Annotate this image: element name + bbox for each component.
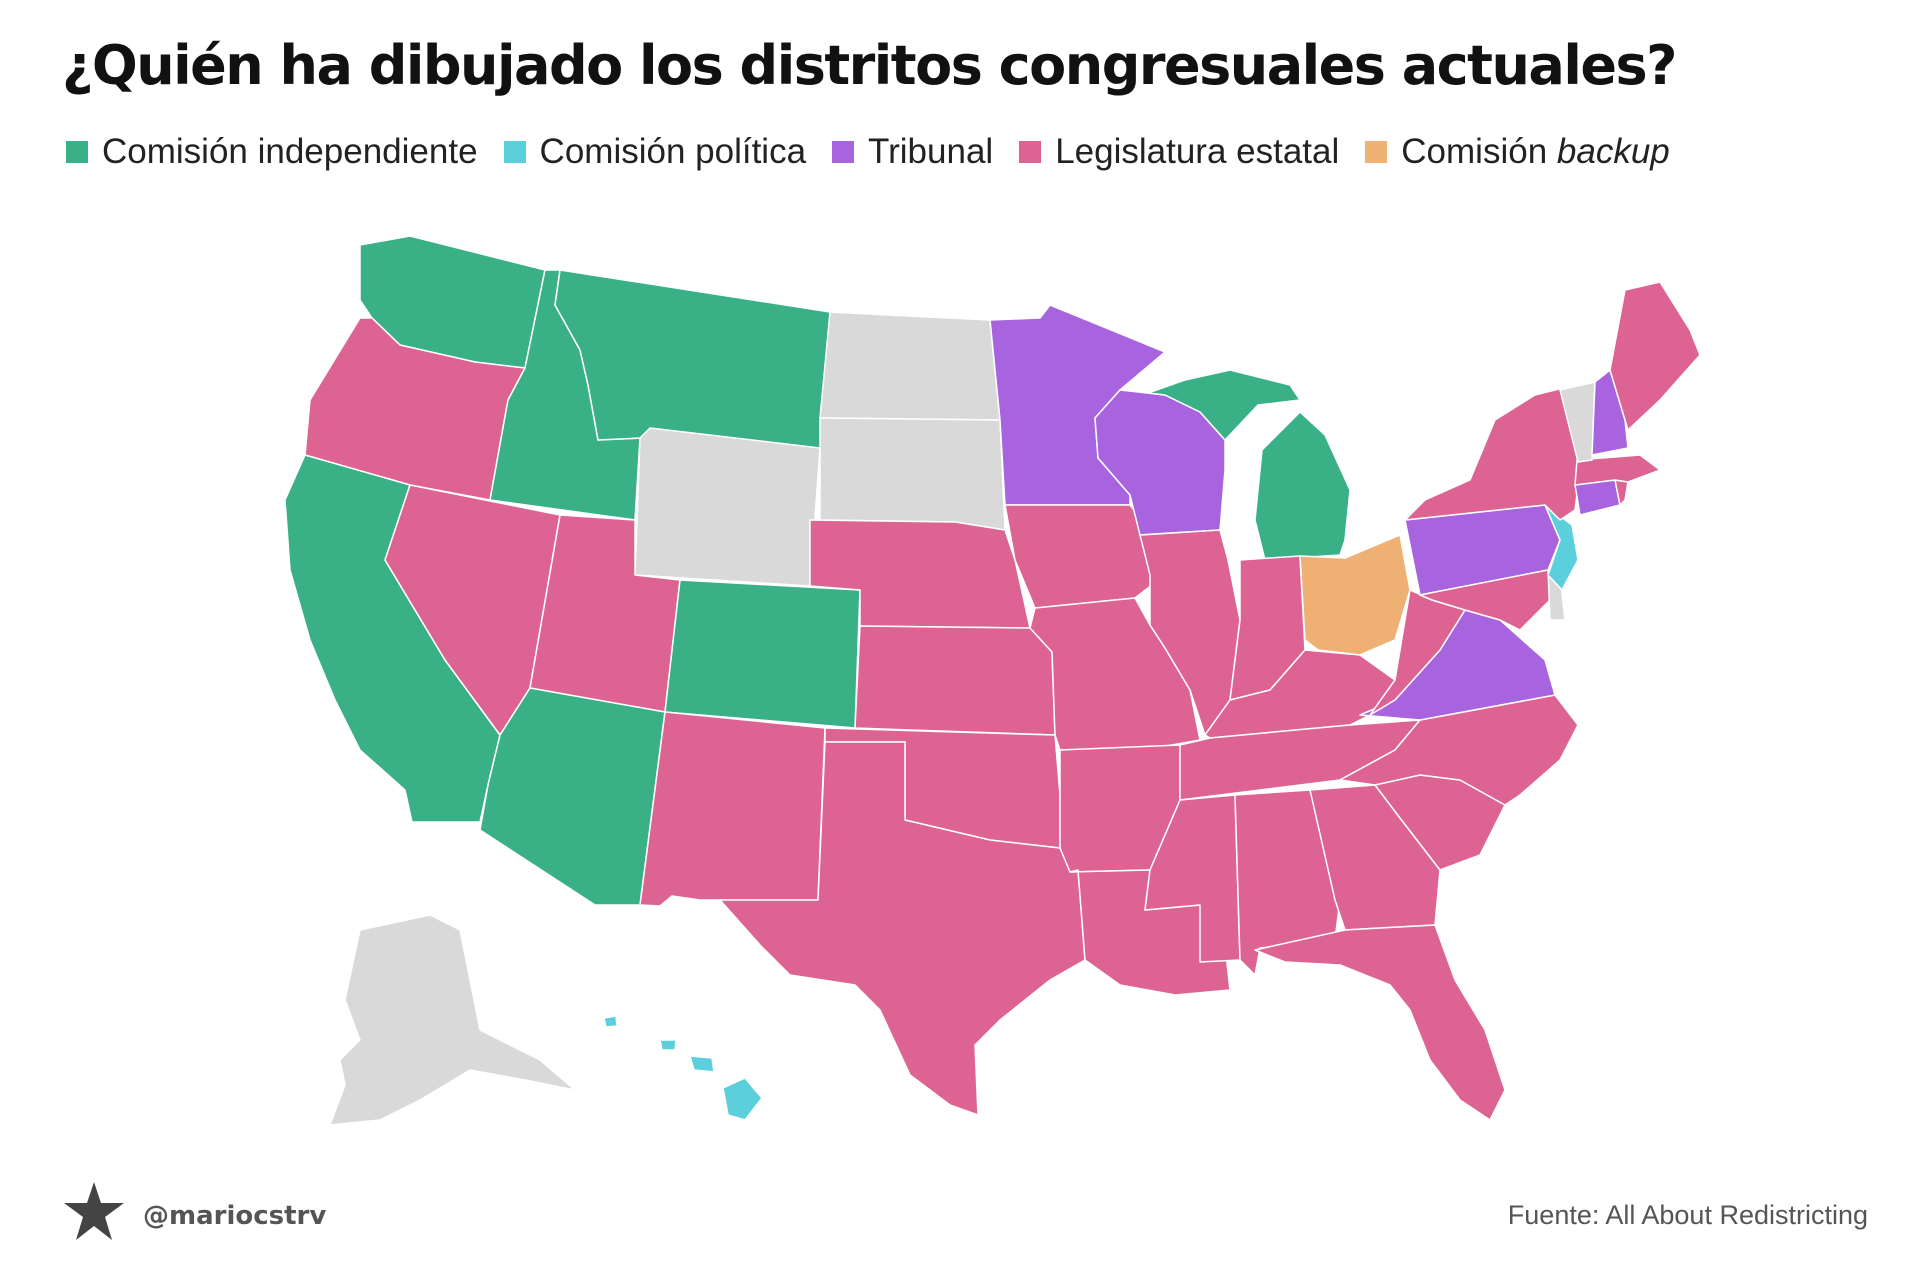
legend-swatch-independent-commission	[66, 141, 88, 163]
legend-item-court: Tribunal	[832, 132, 993, 172]
state-nh	[1591, 369, 1629, 456]
legend-label-state-legislature: Legislatura estatal	[1055, 132, 1340, 171]
state-co	[664, 579, 861, 729]
source-note: Fuente: All About Redistricting	[1507, 1200, 1868, 1230]
state-ms	[1144, 794, 1241, 963]
page-title: ¿Quién ha dibujado los distritos congres…	[62, 34, 1677, 97]
legend-swatch-state-legislature	[1019, 141, 1042, 163]
state-wy	[634, 427, 821, 587]
legend-label-court: Tribunal	[868, 132, 994, 171]
state-nm	[639, 711, 826, 907]
state-wv	[1369, 589, 1466, 716]
state-nj	[1544, 504, 1579, 591]
state-vt	[1559, 381, 1596, 463]
legend-swatch-backup-commission	[1365, 141, 1388, 163]
legend-item-political-commission: Comisión política	[503, 132, 807, 172]
state-hi-kauai	[603, 1015, 618, 1028]
legend-label-backup-commission: Comisión backup	[1401, 132, 1669, 172]
state-ct	[1574, 479, 1621, 516]
state-fl	[1254, 924, 1506, 1121]
legend-item-backup-commission: Comisión backup	[1365, 132, 1670, 172]
state-sd	[819, 417, 1006, 531]
state-hi	[722, 1077, 763, 1121]
state-ma	[1574, 454, 1661, 486]
state-ny	[1404, 384, 1581, 521]
legend: Comisión independiente Comisión política…	[66, 132, 1696, 172]
legend-label-backup-italic: backup	[1556, 132, 1670, 171]
legend-swatch-political-commission	[503, 141, 526, 163]
state-nd	[819, 311, 1001, 421]
legend-item-state-legislature: Legislatura estatal	[1019, 132, 1339, 172]
state-nc	[1339, 694, 1579, 806]
author-handle: @mariocstrv	[143, 1201, 327, 1231]
state-hi-oahu	[659, 1039, 677, 1051]
state-ak	[329, 914, 576, 1126]
legend-label-backup-prefix: Comisión	[1401, 132, 1557, 171]
state-hi-maui	[689, 1055, 715, 1073]
legend-label-independent-commission: Comisión independiente	[102, 132, 478, 171]
state-mi-up	[1147, 369, 1301, 441]
state-mo	[1029, 597, 1201, 751]
legend-label-political-commission: Comisión política	[539, 132, 807, 171]
state-tx	[719, 741, 1086, 1116]
state-oh	[1299, 534, 1411, 656]
star-logo-icon	[64, 1182, 124, 1240]
legend-item-independent-commission: Comisión independiente	[66, 132, 478, 172]
state-mt	[554, 269, 831, 449]
state-me	[1609, 281, 1701, 431]
legend-swatch-court	[832, 141, 855, 163]
state-mi	[1254, 411, 1351, 561]
state-ks	[854, 625, 1056, 736]
